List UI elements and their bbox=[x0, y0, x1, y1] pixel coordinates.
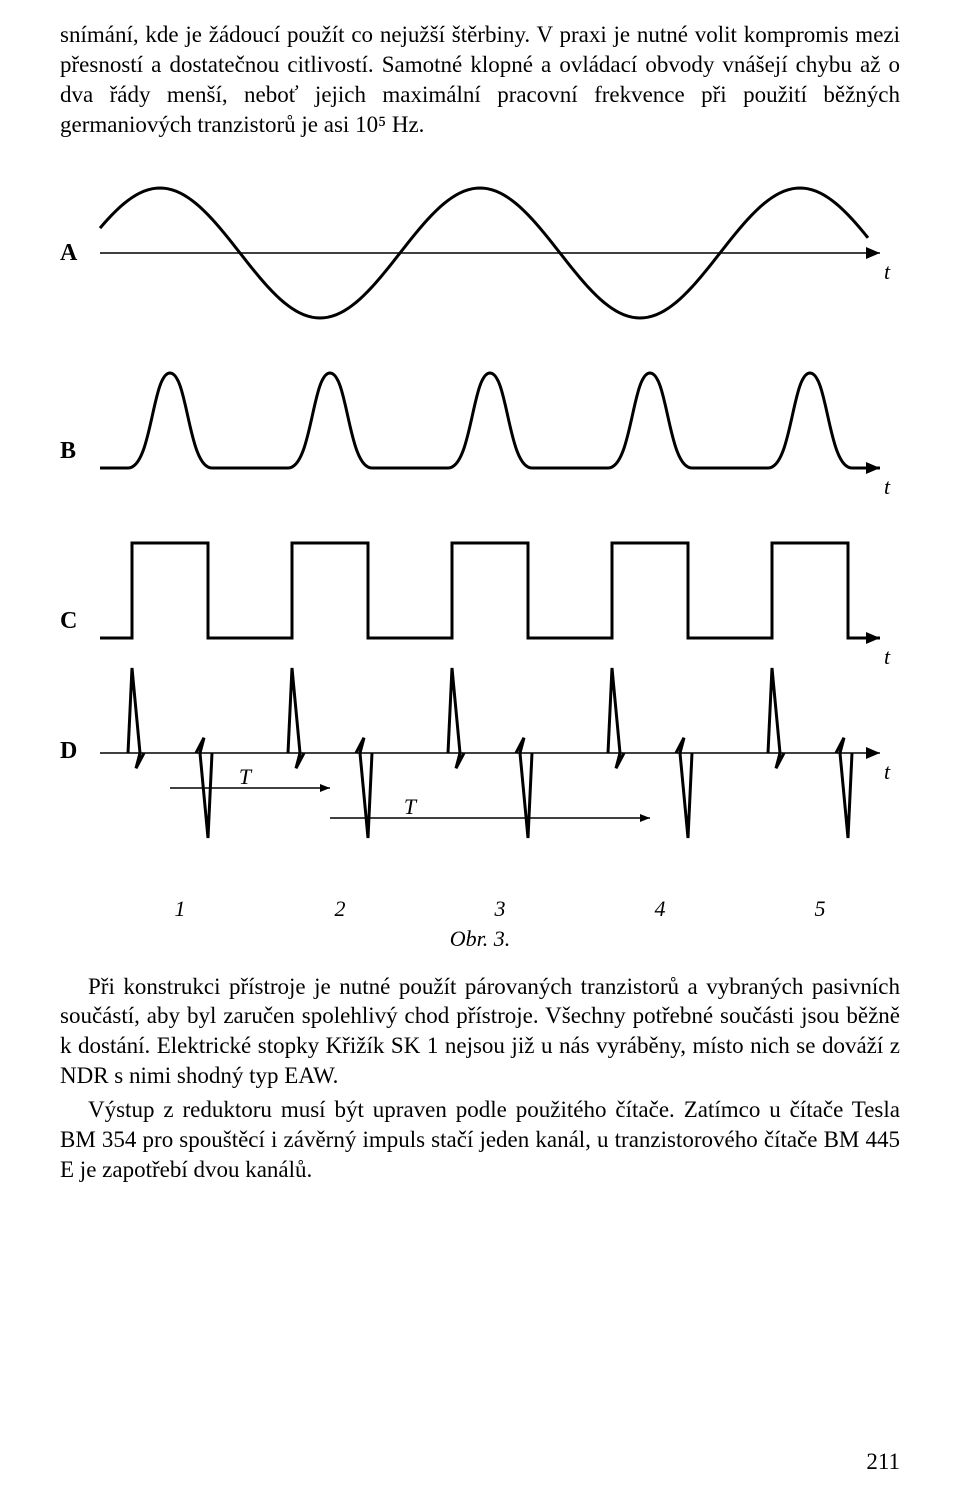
xnum-5: 5 bbox=[740, 896, 900, 922]
svg-text:T: T bbox=[404, 794, 418, 819]
paragraph-1: snímání, kde je žádoucí použít co nejužš… bbox=[60, 20, 900, 140]
svg-text:t: t bbox=[884, 474, 891, 499]
svg-text:T: T bbox=[239, 764, 253, 789]
paragraph-3: Výstup z reduktoru musí být upraven podl… bbox=[60, 1095, 900, 1185]
xnum-4: 4 bbox=[580, 896, 740, 922]
svg-text:A: A bbox=[60, 240, 78, 266]
figure-x-numbers: 1 2 3 4 5 bbox=[60, 896, 900, 922]
paragraph-2: Při konstrukci přístroje je nutné použít… bbox=[60, 972, 900, 1092]
svg-text:B: B bbox=[60, 438, 76, 464]
svg-text:C: C bbox=[60, 608, 77, 634]
page-number: 211 bbox=[866, 1449, 900, 1475]
svg-text:t: t bbox=[884, 759, 891, 784]
waveform-diagram: At Bt Ct Dt T T bbox=[60, 168, 900, 888]
svg-text:t: t bbox=[884, 644, 891, 669]
figure-3: At Bt Ct Dt T T 1 2 3 4 5 Obr. 3. bbox=[60, 168, 900, 952]
svg-text:D: D bbox=[60, 738, 77, 764]
svg-text:t: t bbox=[884, 259, 891, 284]
xnum-1: 1 bbox=[100, 896, 260, 922]
figure-caption: Obr. 3. bbox=[60, 926, 900, 952]
xnum-2: 2 bbox=[260, 896, 420, 922]
xnum-3: 3 bbox=[420, 896, 580, 922]
